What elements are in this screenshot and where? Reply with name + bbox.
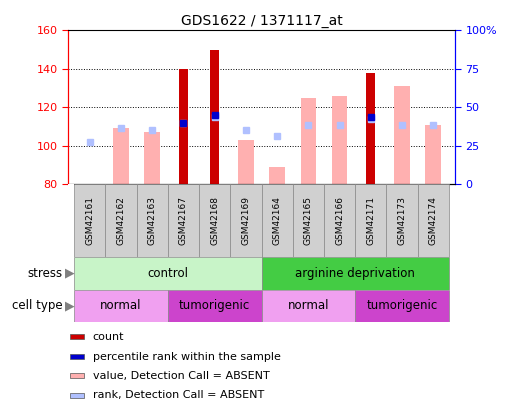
Bar — [144, 132, 160, 184]
Bar — [74, 290, 168, 322]
Text: stress: stress — [28, 267, 63, 280]
Bar — [168, 290, 262, 322]
Text: GSM42161: GSM42161 — [85, 196, 94, 245]
Text: arginine deprivation: arginine deprivation — [295, 267, 415, 280]
Bar — [394, 86, 410, 184]
Bar — [355, 184, 386, 257]
Text: cell type: cell type — [12, 299, 63, 312]
Bar — [70, 373, 84, 378]
Text: GSM42162: GSM42162 — [117, 196, 126, 245]
Text: ▶: ▶ — [65, 267, 75, 280]
Bar — [262, 290, 355, 322]
Text: value, Detection Call = ABSENT: value, Detection Call = ABSENT — [93, 371, 269, 381]
Bar — [238, 140, 254, 184]
Bar — [68, 184, 74, 257]
Bar — [417, 184, 449, 257]
Bar — [74, 257, 262, 290]
Text: GSM42174: GSM42174 — [429, 196, 438, 245]
Text: percentile rank within the sample: percentile rank within the sample — [93, 352, 280, 362]
Text: ▶: ▶ — [65, 299, 75, 312]
Text: GSM42169: GSM42169 — [242, 196, 251, 245]
Text: rank, Detection Call = ABSENT: rank, Detection Call = ABSENT — [93, 390, 264, 400]
Bar — [70, 354, 84, 359]
Text: GSM42167: GSM42167 — [179, 196, 188, 245]
Text: normal: normal — [100, 299, 142, 312]
Bar — [179, 69, 188, 184]
Bar — [230, 184, 262, 257]
Text: GSM42163: GSM42163 — [148, 196, 157, 245]
Text: tumorigenic: tumorigenic — [366, 299, 438, 312]
Text: control: control — [147, 267, 188, 280]
Text: GSM42165: GSM42165 — [304, 196, 313, 245]
Bar — [113, 128, 129, 184]
Bar — [355, 290, 449, 322]
Text: GSM42168: GSM42168 — [210, 196, 219, 245]
Bar — [70, 335, 84, 339]
Bar — [293, 184, 324, 257]
Bar — [106, 184, 137, 257]
Bar — [262, 257, 449, 290]
Text: GSM42164: GSM42164 — [272, 196, 281, 245]
Bar — [386, 184, 417, 257]
Bar — [425, 125, 441, 184]
Text: GSM42173: GSM42173 — [397, 196, 406, 245]
Bar — [199, 184, 230, 257]
Bar — [269, 167, 285, 184]
Text: GSM42171: GSM42171 — [366, 196, 375, 245]
Text: tumorigenic: tumorigenic — [179, 299, 251, 312]
Bar — [168, 184, 199, 257]
Bar — [301, 98, 316, 184]
Bar — [332, 96, 347, 184]
Title: GDS1622 / 1371117_at: GDS1622 / 1371117_at — [180, 14, 343, 28]
Bar — [324, 184, 355, 257]
Bar — [262, 184, 293, 257]
Text: count: count — [93, 332, 124, 342]
Bar — [137, 184, 168, 257]
Text: normal: normal — [288, 299, 329, 312]
Bar — [210, 49, 219, 184]
Bar — [74, 184, 106, 257]
Bar — [367, 73, 375, 184]
Text: GSM42166: GSM42166 — [335, 196, 344, 245]
Bar — [70, 392, 84, 398]
